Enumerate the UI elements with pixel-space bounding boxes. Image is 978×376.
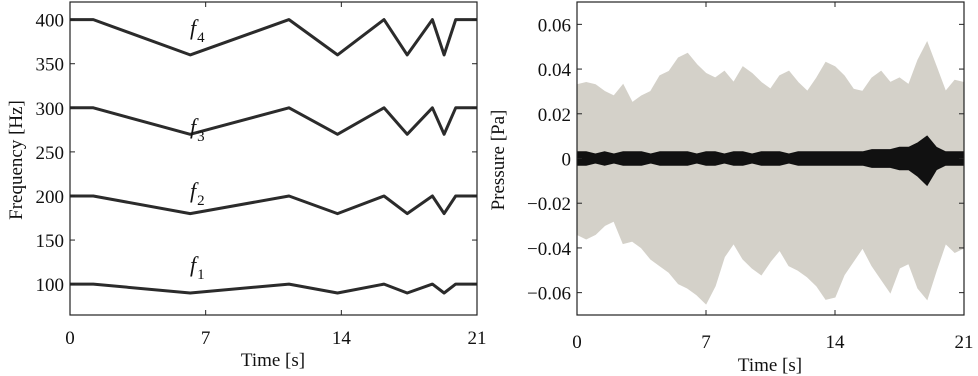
x-tick-label: 21: [955, 332, 974, 353]
frequency-x-axis-label: Time [s]: [241, 350, 305, 371]
x-tick-label: 14: [826, 332, 846, 353]
frequency-chart: 0 7 14 21 100 150 200 250 300 350 400 f1 f2 f3 f4 Tim…: [6, 1, 487, 371]
x-tick-label: 0: [65, 328, 75, 349]
y-tick-label: 300: [36, 99, 65, 120]
pressure-x-axis-label: Time [s]: [738, 355, 802, 376]
y-tick-label: 0: [562, 150, 572, 171]
y-tick-label: −0.04: [527, 239, 571, 260]
frequency-plot-frame: [69, 1, 478, 316]
series-line-f4: [70, 18, 477, 57]
y-tick-label: 350: [36, 55, 65, 76]
pressure-series-group: [576, 40, 965, 305]
y-tick-label: −0.02: [527, 194, 571, 215]
y-tick-label: 200: [36, 187, 65, 208]
series-label-f2: f2: [190, 178, 205, 209]
pressure-chart: 0 7 14 21 −0.06 −0.04 −0.02 0 0.02 0.04 0.06 Time …: [488, 1, 974, 376]
series-label-f4: f4: [190, 15, 205, 46]
pressure-y-axis-label: Pressure [Pa]: [488, 110, 509, 211]
y-tick-label: 0.02: [538, 105, 571, 126]
series-line-f3: [70, 106, 477, 136]
series-line-f1: [70, 282, 477, 295]
x-tick-label: 7: [201, 328, 211, 349]
y-tick-label: 0.06: [538, 15, 571, 36]
y-tick-label: 400: [36, 11, 65, 32]
pressure-envelope-light: [576, 40, 965, 305]
x-tick-label: 7: [701, 332, 711, 353]
y-tick-label: −0.06: [527, 284, 571, 305]
series-label-f1: f1: [190, 252, 205, 283]
frequency-axis-ticks: 0 7 14 21 100 150 200 250 300 350 400: [36, 2, 487, 349]
y-tick-label: 0.04: [538, 60, 572, 81]
y-tick-label: 150: [36, 231, 65, 252]
frequency-y-axis-label: Frequency [Hz]: [6, 100, 27, 220]
x-tick-label: 0: [572, 332, 582, 353]
x-tick-label: 21: [468, 328, 487, 349]
frequency-series-group: [70, 18, 477, 295]
series-line-f2: [70, 194, 477, 216]
pressure-axis-ticks: 0 7 14 21 −0.06 −0.04 −0.02 0 0.02 0.04 0.06: [527, 2, 974, 353]
series-label-f3: f3: [190, 114, 205, 145]
y-tick-label: 250: [36, 143, 65, 164]
y-tick-label: 100: [36, 275, 65, 296]
x-tick-label: 14: [332, 328, 352, 349]
